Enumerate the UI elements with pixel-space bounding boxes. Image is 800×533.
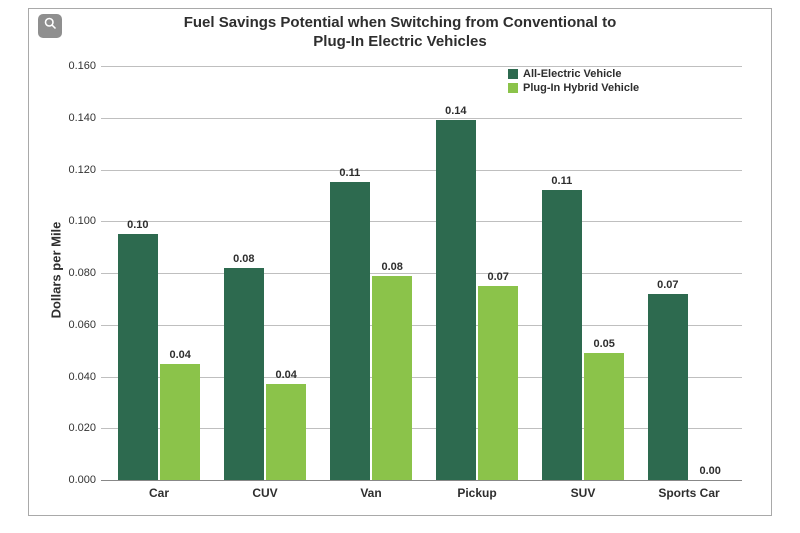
value-label: 0.10 — [127, 219, 148, 231]
value-label: 0.07 — [657, 279, 678, 291]
value-label: 0.05 — [593, 338, 614, 350]
legend-label: All-Electric Vehicle — [523, 68, 621, 80]
bar — [266, 384, 306, 480]
bar — [224, 268, 264, 480]
legend: All-Electric Vehicle Plug-In Hybrid Vehic… — [508, 68, 639, 94]
grid-line — [101, 480, 742, 481]
category-label: Car — [149, 486, 169, 500]
grid-line — [101, 170, 742, 171]
value-label: 0.11 — [551, 175, 572, 187]
category-label: SUV — [571, 486, 596, 500]
bar — [436, 120, 476, 480]
y-tick-label: 0.100 — [68, 215, 96, 227]
grid-line — [101, 66, 742, 67]
legend-item: Plug-In Hybrid Vehicle — [508, 82, 639, 94]
value-label: 0.08 — [381, 261, 402, 273]
y-tick-label: 0.140 — [68, 112, 96, 124]
y-tick-label: 0.160 — [68, 60, 96, 72]
chart-title: Fuel Savings Potential when Switching fr… — [0, 14, 800, 52]
value-label: 0.08 — [233, 253, 254, 265]
value-label: 0.00 — [699, 465, 720, 477]
value-label: 0.07 — [487, 271, 508, 283]
bar — [330, 182, 370, 480]
bar — [478, 286, 518, 480]
legend-swatch — [508, 69, 518, 79]
grid-line — [101, 273, 742, 274]
grid-line — [101, 118, 742, 119]
bar — [372, 276, 412, 480]
value-label: 0.04 — [169, 349, 190, 361]
bar — [160, 364, 200, 480]
category-label: CUV — [252, 486, 277, 500]
y-axis-label: Dollars per Mile — [49, 222, 64, 319]
bar — [118, 234, 158, 480]
grid-line — [101, 221, 742, 222]
legend-item: All-Electric Vehicle — [508, 68, 639, 80]
bar — [584, 353, 624, 480]
legend-swatch — [508, 83, 518, 93]
y-tick-label: 0.060 — [68, 319, 96, 331]
value-label: 0.04 — [275, 369, 296, 381]
category-label: Pickup — [457, 486, 496, 500]
category-label: Sports Car — [658, 486, 719, 500]
bar — [542, 190, 582, 480]
y-tick-label: 0.080 — [68, 267, 96, 279]
y-tick-label: 0.040 — [68, 371, 96, 383]
bar — [648, 294, 688, 480]
y-tick-label: 0.020 — [68, 422, 96, 434]
y-tick-label: 0.120 — [68, 164, 96, 176]
y-tick-label: 0.000 — [68, 474, 96, 486]
value-label: 0.11 — [339, 167, 360, 179]
value-label: 0.14 — [445, 105, 466, 117]
plot-area: 0.0000.0200.0400.0600.0800.1000.1200.140… — [106, 66, 742, 480]
legend-label: Plug-In Hybrid Vehicle — [523, 82, 639, 94]
category-label: Van — [360, 486, 381, 500]
grid-line — [101, 325, 742, 326]
